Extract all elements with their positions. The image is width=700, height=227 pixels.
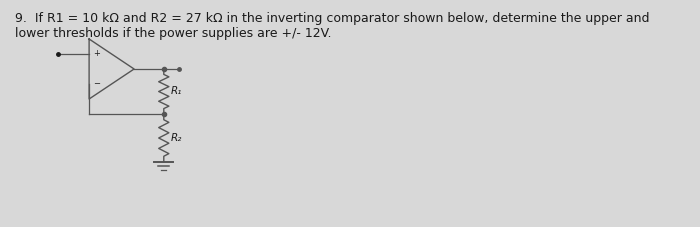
Text: +: + bbox=[93, 49, 100, 59]
Text: R₁: R₁ bbox=[171, 86, 182, 96]
Text: 9.  If R1 = 10 kΩ and R2 = 27 kΩ in the inverting comparator shown below, determ: 9. If R1 = 10 kΩ and R2 = 27 kΩ in the i… bbox=[15, 12, 650, 25]
Text: R₂: R₂ bbox=[171, 133, 182, 143]
Text: lower thresholds if the power supplies are +/- 12V.: lower thresholds if the power supplies a… bbox=[15, 27, 332, 40]
Text: −: − bbox=[93, 79, 100, 89]
